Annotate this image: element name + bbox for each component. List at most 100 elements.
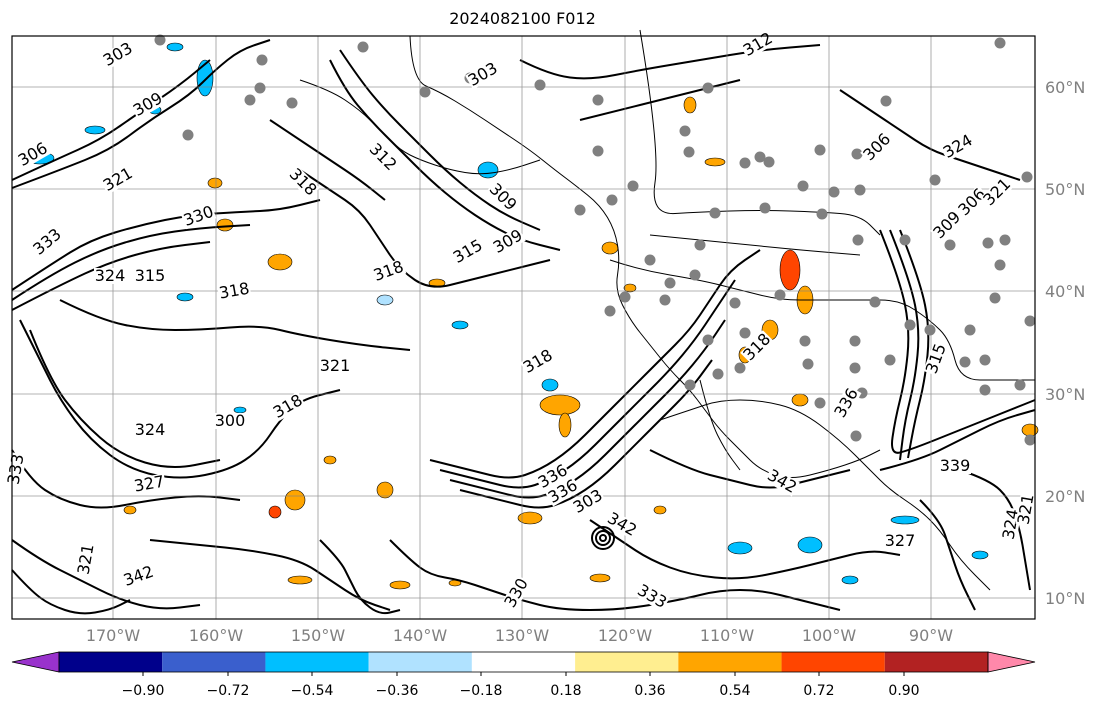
station-marker: [1021, 171, 1033, 183]
theta-e-contour: [11, 39, 271, 189]
station-marker: [709, 207, 721, 219]
shaded-cell: [207, 177, 223, 189]
station-marker: [814, 397, 826, 409]
theta-e-contour: [11, 224, 251, 301]
contour-label-bg: [94, 268, 126, 284]
contour-label-bg: [180, 203, 217, 230]
station-marker: [627, 180, 639, 192]
contour-label-bg: [319, 358, 351, 374]
theta-e-contour: [11, 59, 211, 181]
contour-label-bg: [465, 59, 501, 90]
shaded-cell: [797, 536, 823, 554]
theta-e-contour: [879, 409, 1036, 471]
contour-label-bg: [570, 486, 606, 517]
shaded-cell: [683, 96, 697, 114]
contour-label-bg: [370, 258, 407, 285]
station-marker: [659, 294, 671, 306]
shaded-cell: [727, 541, 753, 555]
contour-label-bg: [130, 89, 166, 120]
station-marker: [592, 145, 604, 157]
station-marker: [619, 291, 631, 303]
station-marker: [1024, 434, 1036, 446]
contour-label-bg: [740, 29, 776, 60]
station-marker: [849, 335, 861, 347]
station-marker: [964, 324, 976, 336]
station-marker: [959, 356, 971, 368]
station-marker: [979, 384, 991, 396]
contour-label: 327: [885, 531, 916, 550]
shaded-cell: [123, 505, 137, 515]
colorbar-tick-label: −0.18: [459, 683, 503, 699]
station-marker: [802, 358, 814, 370]
lat-label-30n: 30°N: [1045, 385, 1086, 404]
shaded-cell: [779, 249, 801, 291]
theta-e-contour: [389, 539, 841, 612]
contour-label-bg: [764, 466, 800, 497]
theta-e-contour: [919, 499, 976, 611]
contour-label-bg: [134, 268, 166, 284]
contour-label-bg: [930, 208, 965, 243]
closed-contour: [599, 534, 607, 542]
station-marker: [814, 144, 826, 156]
lat-label-50n: 50°N: [1045, 180, 1086, 199]
theta-e-contour: [879, 229, 1036, 454]
station-marker: [702, 82, 714, 94]
station-marker: [154, 34, 166, 46]
colorbar-bin: [781, 652, 885, 672]
shaded-cell: [601, 241, 619, 255]
contour-label-bg: [5, 452, 27, 487]
canada-us-border: [639, 29, 881, 236]
contour-label-bg: [884, 533, 916, 549]
contour-label-bg: [955, 185, 990, 220]
theta-e-contour: [11, 241, 211, 311]
shaded-cell: [558, 412, 572, 438]
contour-label-bg: [217, 280, 252, 302]
contour-label-bg: [860, 130, 895, 165]
map-frame: [11, 35, 1036, 620]
mexico-coast: [659, 399, 991, 591]
contour-label-bg: [535, 461, 571, 492]
contour-label-bg: [132, 473, 167, 495]
colorbar-tick-label: −0.54: [290, 683, 334, 699]
shaded-cell: [287, 575, 313, 585]
station-marker: [689, 269, 701, 281]
station-marker: [924, 324, 936, 336]
contour-label-bg: [134, 422, 166, 438]
lon-label-140w: 140°W: [392, 626, 448, 645]
shaded-cell: [539, 394, 581, 416]
shaded-cell: [653, 505, 667, 515]
contour-label-bg: [485, 180, 520, 215]
shaded-cell: [890, 515, 920, 525]
shaded-cell: [376, 481, 394, 499]
station-marker: [904, 319, 916, 331]
station-marker: [944, 239, 956, 251]
baja-peninsula: [699, 379, 741, 471]
contour-label-bg: [545, 476, 581, 507]
contour-label: 324: [95, 266, 126, 285]
station-marker: [702, 334, 714, 346]
lon-label-90w: 90°W: [908, 626, 954, 645]
lon-label-120w: 120°W: [597, 626, 653, 645]
station-marker: [254, 82, 266, 94]
station-marker: [419, 86, 431, 98]
station-marker: [828, 186, 840, 198]
colorbar-bin: [265, 652, 369, 672]
colorbar-bin: [575, 652, 679, 672]
theta-e-contour: [839, 89, 1021, 181]
station-marker: [854, 184, 866, 196]
contour-label: 339: [940, 456, 971, 475]
theta-e-contour: [889, 229, 920, 461]
station-marker: [754, 151, 766, 163]
shaded-cell: [284, 489, 306, 511]
station-marker: [664, 277, 676, 289]
station-marker: [852, 234, 864, 246]
station-marker: [799, 335, 811, 347]
field-shading: [25, 42, 1039, 590]
shaded-cell: [477, 161, 499, 179]
theta-e-contour: [11, 199, 321, 291]
station-marker: [880, 95, 892, 107]
contour-label-bg: [15, 139, 51, 170]
station-marker: [694, 239, 706, 251]
station-marker: [1014, 379, 1026, 391]
